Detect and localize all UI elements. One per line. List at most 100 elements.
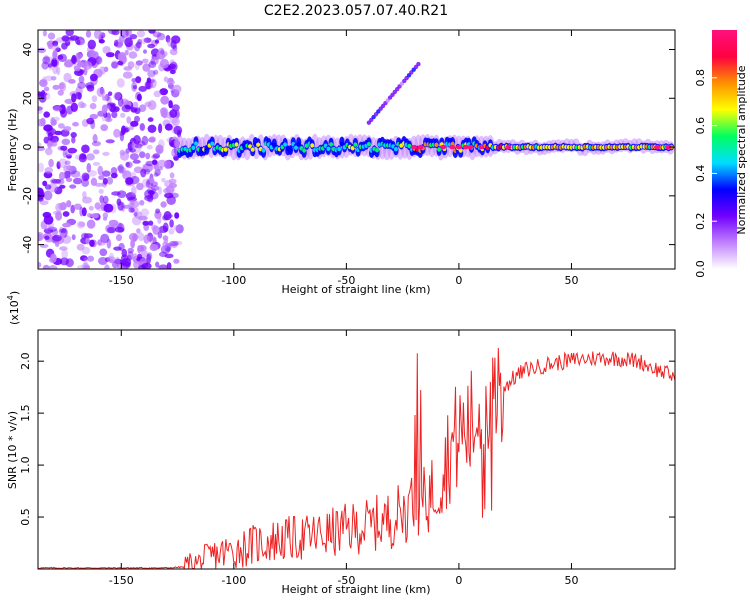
heatmap-hotspot	[505, 144, 512, 150]
heatmap-noise-cell	[132, 159, 141, 164]
heatmap-noise-cell	[169, 192, 179, 199]
heatmap-noise-cell	[142, 220, 149, 226]
heatmap-noise-cell	[98, 39, 105, 44]
heatmap-noise-cell	[158, 264, 169, 269]
heatmap-noise-cell	[169, 109, 178, 118]
y-tick-label: 40	[21, 43, 34, 57]
heatmap-noise-cell	[44, 167, 53, 174]
heatmap-noise-cell	[45, 147, 53, 156]
heatmap-noise-cell	[165, 35, 171, 43]
heatmap-noise-cell	[72, 121, 79, 127]
heatmap-noise-cell	[56, 161, 61, 170]
heatmap-noise-cell	[89, 239, 95, 247]
heatmap-noise-cell	[42, 30, 48, 37]
heatmap-noise-cell	[73, 203, 82, 210]
heatmap-noise-cell	[55, 211, 63, 221]
heatmap-noise-cell	[83, 61, 93, 70]
heatmap-noise-cell	[169, 48, 178, 56]
snr-multiplier-exponent: 4	[6, 295, 15, 300]
heatmap-noise-cell	[76, 221, 86, 229]
heatmap-signal-core	[302, 148, 307, 153]
heatmap-noise-cell	[168, 63, 176, 70]
heatmap-signal-core	[326, 146, 331, 151]
heatmap-noise-cell	[163, 211, 172, 221]
heatmap-noise-cell	[148, 30, 156, 34]
heatmap-noise-cell	[70, 56, 78, 65]
heatmap-noise-cell	[162, 235, 169, 241]
heatmap-noise-cell	[130, 239, 136, 249]
heatmap-noise-cell	[171, 117, 180, 126]
heatmap-noise-cell	[81, 178, 90, 187]
heatmap-noise-cell	[148, 61, 157, 68]
heatmap-noise-cell	[129, 153, 139, 161]
heatmap-noise-cell	[129, 34, 138, 40]
heatmap-hotspot	[417, 144, 424, 150]
heatmap-hotspot	[449, 144, 456, 150]
heatmap-noise-cell	[147, 117, 154, 122]
snr-x-label: Height of straight line (km)	[281, 583, 430, 596]
heatmap-noise-cell	[69, 35, 80, 41]
spectrogram-frame	[37, 29, 676, 270]
heatmap-noise-cell	[140, 250, 148, 258]
heatmap-noise-cell	[99, 195, 104, 204]
heatmap-noise-cell	[50, 253, 57, 263]
colorbar-ticks: 0.0 0.2 0.4 0.6 0.8	[694, 69, 717, 278]
spectrogram-x-ticks: -150 -100 -50 0 50	[109, 30, 578, 287]
heatmap-noise-cell	[106, 176, 114, 185]
heatmap-noise-cell	[44, 225, 54, 231]
heatmap-noise-cell	[166, 79, 175, 85]
heatmap-noise-cell	[59, 228, 67, 234]
heatmap-noise-cell	[170, 241, 178, 249]
heatmap-signal-core	[256, 142, 261, 147]
heatmap-noise-cell	[173, 155, 180, 161]
heatmap-noise-cell	[163, 76, 169, 83]
heatmap-noise-cell	[170, 39, 177, 50]
figure-title: C2E2.2023.057.07.40.R21	[264, 3, 448, 19]
heatmap-noise-cell	[83, 257, 88, 267]
heatmap-noise-cell	[71, 136, 76, 144]
heatmap-signal-core	[194, 141, 198, 146]
heatmap-hotspot	[654, 144, 660, 150]
heatmap-signal-core	[310, 143, 315, 148]
heatmap-noise-cell	[155, 144, 164, 155]
heatmap-signal-core	[210, 141, 215, 146]
heatmap-noise-cell	[136, 93, 142, 102]
heatmap-noise-cell	[77, 61, 84, 67]
heatmap-noise-cell	[109, 252, 114, 261]
heatmap-noise-cell	[52, 40, 59, 47]
heatmap-noise-cell	[159, 88, 168, 96]
heatmap-noise-cell	[88, 205, 94, 211]
heatmap-noise-cell	[110, 172, 118, 179]
heatmap-noise-cell	[62, 222, 72, 228]
heatmap-noise-cell	[168, 178, 177, 184]
heatmap-noise-cell	[117, 60, 124, 66]
heatmap-noise-cell	[91, 213, 99, 219]
heatmap-noise-cell	[152, 159, 158, 165]
heatmap-noise-cell	[134, 62, 140, 71]
heatmap-noise-cell	[153, 90, 162, 98]
heatmap-noise-cell	[43, 54, 50, 63]
heatmap-noise-cell	[95, 56, 103, 65]
heatmap-noise-cell	[120, 112, 126, 118]
heatmap-noise-cell	[89, 102, 97, 110]
heatmap-noise-cell	[158, 123, 163, 134]
colorbar-tick-label: 0.4	[694, 165, 707, 183]
heatmap-noise-cell	[86, 84, 95, 92]
heatmap-noise-cell	[145, 160, 154, 167]
heatmap-noise-cell	[155, 261, 160, 268]
heatmap-noise-cell	[108, 219, 119, 226]
heatmap-noise-cell	[118, 166, 126, 173]
heatmap-noise-cell	[43, 228, 54, 234]
heatmap-noise-cell	[168, 228, 175, 235]
colorbar-tick-label: 0.0	[694, 260, 707, 278]
heatmap-hotspot	[440, 144, 447, 150]
heatmap-noise-cell	[174, 212, 180, 219]
heatmap-noise-cell	[60, 109, 68, 118]
heatmap-noise-cell	[136, 30, 146, 38]
heatmap-noise-cell	[51, 44, 60, 52]
spectrogram-panel: -150 -100 -50 0 50 -40 -20 0 20 40 Height of str…	[6, 29, 676, 296]
heatmap-noise-cell	[114, 39, 119, 47]
heatmap-noise-cell	[102, 177, 108, 185]
heatmap-noise-cell	[43, 124, 53, 132]
heatmap-noise-cell	[43, 111, 50, 118]
